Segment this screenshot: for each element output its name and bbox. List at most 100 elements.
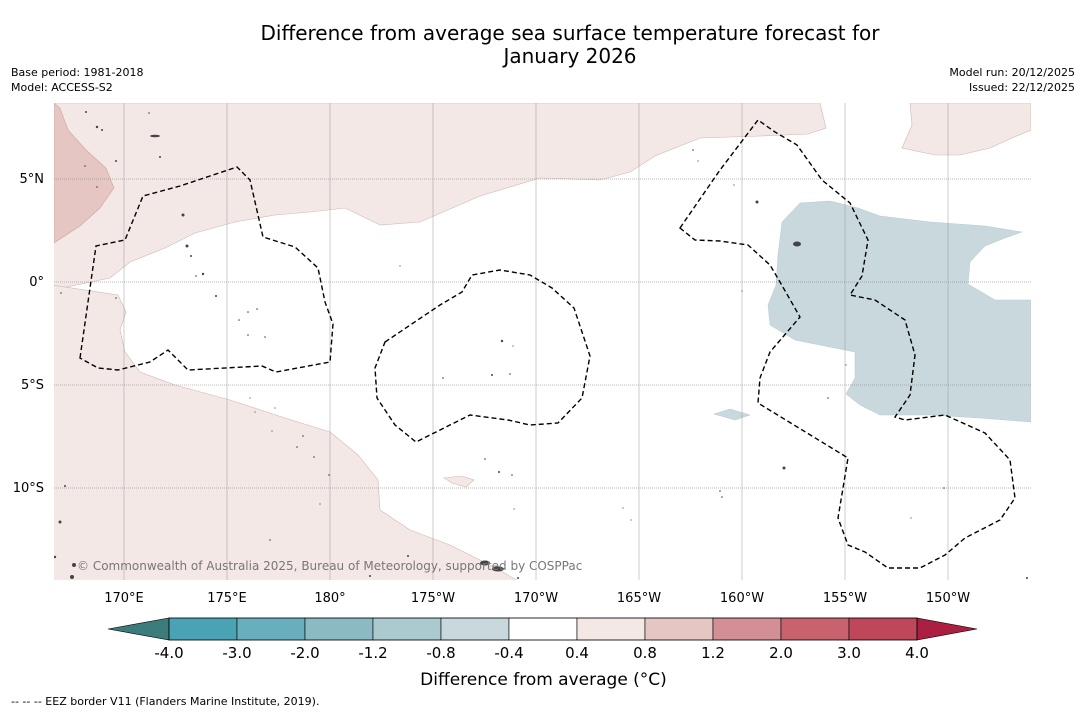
island xyxy=(492,566,504,572)
island xyxy=(313,456,315,458)
colorbar-tick-label: 2.0 xyxy=(769,644,793,662)
island xyxy=(302,435,304,437)
colorbar-segment xyxy=(168,617,238,641)
island xyxy=(58,520,62,524)
island xyxy=(513,508,515,510)
eez-border-kiribati-gilberts xyxy=(79,166,334,373)
island xyxy=(512,345,514,347)
model-text: Model: ACCESS-S2 xyxy=(11,81,113,94)
island xyxy=(159,156,161,158)
island xyxy=(721,496,723,498)
island xyxy=(319,503,321,505)
colorbar-segment xyxy=(236,617,306,641)
cool-anomaly-region xyxy=(767,200,1031,423)
island xyxy=(491,374,493,376)
island xyxy=(190,255,192,257)
colorbar-segment xyxy=(304,617,374,641)
lat-label-5s: 5°S xyxy=(21,378,44,393)
cool-anomaly-blob xyxy=(713,408,751,421)
colorbar-tick-label: 1.2 xyxy=(701,644,725,662)
figure-title-line-1: Difference from average sea surface temp… xyxy=(260,21,880,45)
colorbar-tick-label: -0.4 xyxy=(494,644,523,662)
lon-label-175w: 175°W xyxy=(411,591,455,606)
island xyxy=(328,474,330,476)
island xyxy=(72,563,76,567)
island xyxy=(407,555,409,557)
lon-label-175e: 175°E xyxy=(207,591,247,606)
colorbar-segment xyxy=(508,617,578,641)
island xyxy=(910,517,912,519)
island xyxy=(101,129,103,131)
island xyxy=(115,297,117,299)
issued-text: Issued: 22/12/2025 xyxy=(968,81,1075,94)
island xyxy=(249,397,251,399)
eez-border-phoenix xyxy=(374,269,591,443)
island xyxy=(733,184,735,186)
island xyxy=(755,200,759,204)
island xyxy=(498,471,500,473)
island xyxy=(480,560,490,566)
island xyxy=(96,186,98,188)
island xyxy=(697,160,699,162)
colorbar-segment xyxy=(848,617,918,641)
island xyxy=(148,112,150,114)
colorbar-tick-label: -0.8 xyxy=(426,644,455,662)
island xyxy=(517,577,519,579)
island xyxy=(782,466,786,470)
island-dots xyxy=(54,111,1028,579)
lon-label-160w: 160°W xyxy=(720,591,764,606)
island xyxy=(827,397,829,399)
island xyxy=(500,339,504,343)
colorbar-tick-labels: -4.0 -3.0 -2.0 -1.2 -0.8 -0.4 0.4 0.8 1.2 2.0 3.0 4… xyxy=(154,644,929,662)
meta-right: Model run: 20/12/2025 Issued: 22/12/2025 xyxy=(949,65,1075,95)
base-period-text: Base period: 1981-2018 xyxy=(11,66,144,79)
island xyxy=(296,446,298,448)
colorbar-tick-label: -1.2 xyxy=(358,644,387,662)
colorbar-segment xyxy=(440,617,510,641)
colorbar-tick-label: 4.0 xyxy=(905,644,929,662)
island xyxy=(254,411,256,413)
colorbar-tick-label: 0.4 xyxy=(565,644,589,662)
latitude-labels: 5°N 0° 5°S 10°S xyxy=(13,172,44,496)
island xyxy=(256,308,258,310)
island xyxy=(115,160,117,162)
longitude-gridlines xyxy=(123,103,949,580)
colorbar-segment xyxy=(372,617,442,641)
island xyxy=(484,458,486,460)
island xyxy=(215,295,217,297)
island xyxy=(64,485,66,487)
lon-label-150w: 150°W xyxy=(926,591,970,606)
island xyxy=(399,265,401,267)
map-panel: © Commonwealth of Australia 2025, Bureau… xyxy=(54,103,1031,580)
island xyxy=(692,149,694,151)
warm-anomaly-blob xyxy=(443,475,475,488)
island xyxy=(719,490,721,492)
colorbar-segment xyxy=(780,617,850,641)
island xyxy=(150,134,160,138)
island xyxy=(247,334,249,336)
island xyxy=(269,539,271,541)
island xyxy=(185,244,189,248)
eez-border-line-islands xyxy=(679,119,1016,569)
colorbar-tick-label: -4.0 xyxy=(154,644,183,662)
lon-label-170e: 170°E xyxy=(104,591,144,606)
lon-label-155w: 155°W xyxy=(823,591,867,606)
colorbar-tick-label: -3.0 xyxy=(222,644,251,662)
eez-footnote: -- -- -- EEZ border V11 (Flanders Marine… xyxy=(11,695,320,708)
island xyxy=(54,555,57,559)
lon-label-180: 180° xyxy=(314,591,345,606)
colorbar-segment xyxy=(644,617,714,641)
island xyxy=(442,377,444,379)
figure-title-line-2: January 2026 xyxy=(503,44,637,68)
colorbar-segments xyxy=(168,617,918,641)
island xyxy=(95,125,99,129)
island xyxy=(793,241,801,247)
island xyxy=(943,487,945,489)
lon-label-165w: 165°W xyxy=(617,591,661,606)
model-run-text: Model run: 20/12/2025 xyxy=(949,66,1075,79)
colorbar-over-triangle xyxy=(916,617,978,641)
island xyxy=(274,407,276,409)
colorbar-outline xyxy=(168,617,918,641)
island xyxy=(60,292,62,294)
